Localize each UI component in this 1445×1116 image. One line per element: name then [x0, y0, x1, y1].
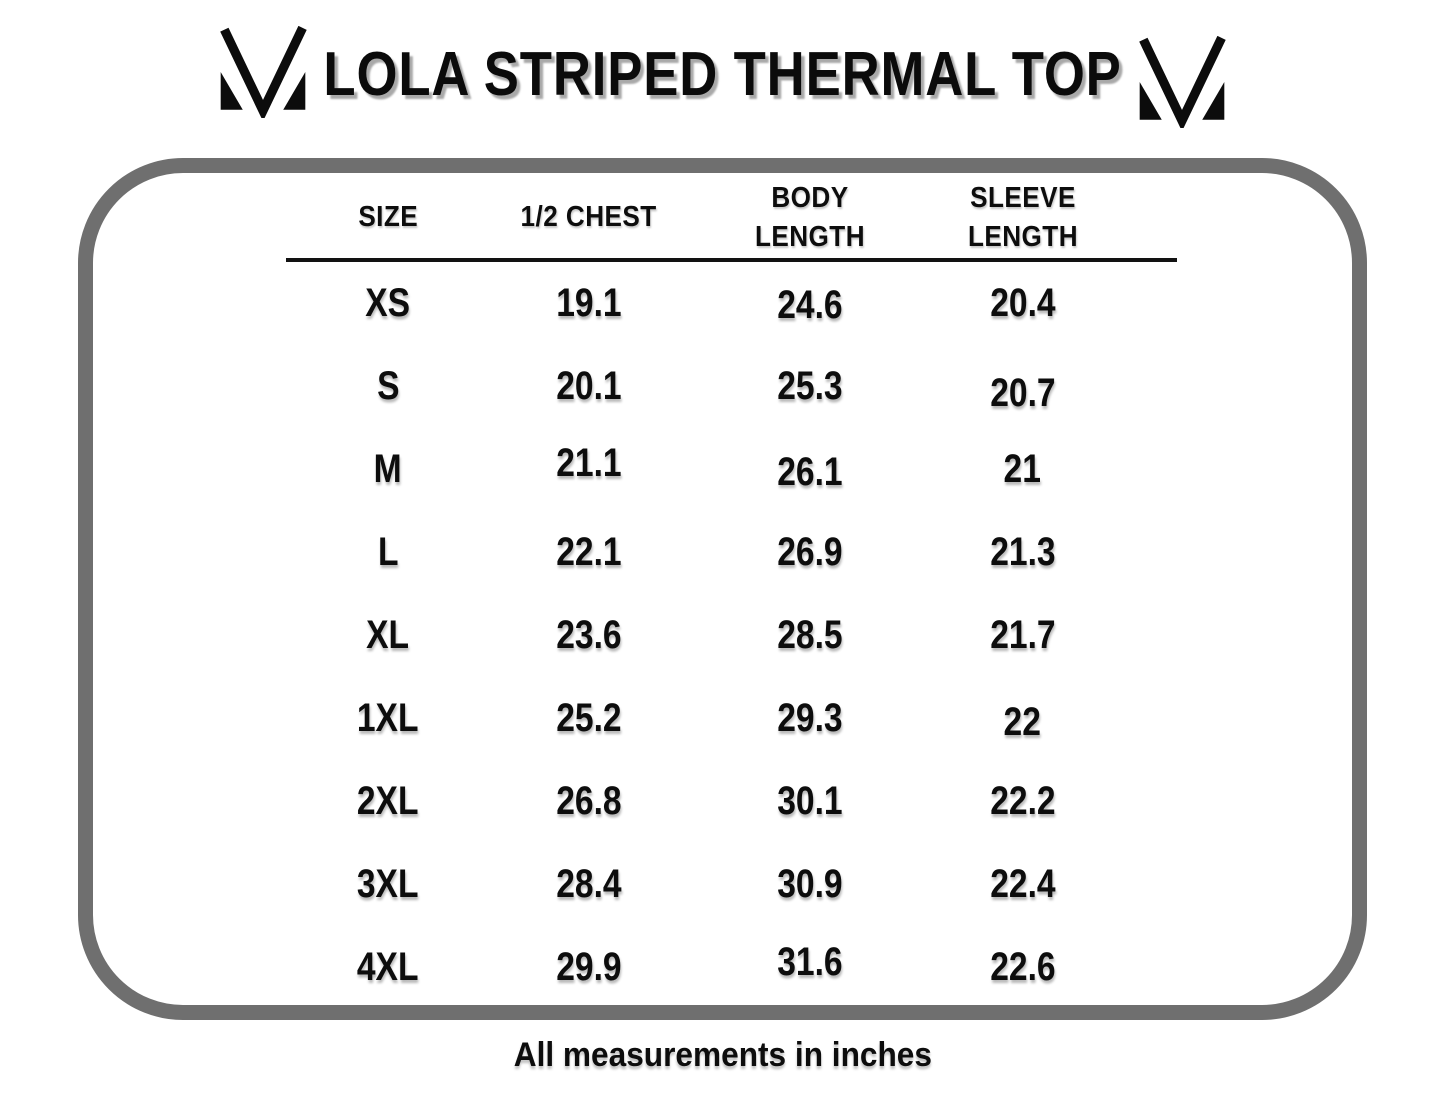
column-header-label: SIZE	[358, 201, 418, 234]
brand-header: LOLA STRIPED THERMAL TOP	[0, 16, 1445, 132]
cell-value: 25.2	[556, 696, 622, 740]
cell-value: M	[373, 447, 402, 491]
table-row-4xl: 4XL 29.9 31.6 22.6	[286, 926, 1177, 1009]
cell-value: 19.1	[556, 281, 622, 325]
cell-value: 1XL	[357, 696, 419, 740]
cell-value: 25.3	[777, 364, 843, 408]
chart-frame-border	[78, 158, 1367, 1020]
half-chest-cell: 19.1	[490, 281, 688, 326]
half-chest-cell: 23.6	[490, 613, 688, 658]
cell-value: S	[376, 364, 400, 408]
page-title: LOLA STRIPED THERMAL TOP	[323, 39, 1122, 109]
body-length-cell: 31.6	[688, 940, 932, 990]
table-row-s: S 20.1 25.3 20.7	[286, 345, 1177, 428]
body-length-cell: 30.1	[688, 779, 932, 824]
half-chest-cell: 22.1	[490, 530, 688, 575]
cell-value: 21	[1003, 447, 1042, 491]
column-header-label: SLEEVE LENGTH	[967, 181, 1078, 253]
sleeve-length-cell: 22	[932, 696, 1177, 744]
column-header-label: BODY LENGTH	[755, 181, 865, 253]
cell-value: XS	[365, 281, 411, 325]
cell-value: 29.3	[777, 696, 843, 740]
sleeve-length-cell: 22.6	[932, 945, 1177, 990]
size-cell: S	[286, 364, 490, 409]
size-cell: 4XL	[286, 945, 490, 990]
column-header-sleeve-length: SLEEVE LENGTH	[932, 179, 1177, 257]
body-length-cell: 25.3	[688, 364, 932, 409]
column-header-size: SIZE	[286, 198, 490, 237]
body-length-cell: 29.3	[688, 696, 932, 741]
cell-value: 20.7	[989, 371, 1056, 415]
table-row-1xl: 1XL 25.2 29.3 22	[286, 677, 1177, 760]
units-note-label: All measurements in inches	[513, 1036, 932, 1074]
half-chest-cell: 25.2	[490, 696, 688, 741]
size-cell: M	[286, 447, 490, 492]
table-body: XS 19.1 24.6 20.4 S 20.1 25.3 20.7 M 21.…	[286, 262, 1177, 1009]
half-chest-cell: 29.9	[490, 945, 688, 990]
cell-value: L	[377, 530, 399, 574]
table-row-l: L 22.1 26.9 21.3	[286, 511, 1177, 594]
half-chest-cell: 21.1	[490, 441, 688, 492]
table-row-m: M 21.1 26.1 21	[286, 428, 1177, 511]
half-chest-cell: 28.4	[490, 862, 688, 907]
cell-value: 20.1	[556, 364, 622, 408]
size-cell: L	[286, 530, 490, 575]
cell-value: 22.2	[989, 779, 1056, 823]
size-cell: XS	[286, 281, 490, 326]
body-length-cell: 26.1	[688, 447, 932, 494]
cell-value: 30.1	[777, 779, 843, 823]
sleeve-length-cell: 21.7	[932, 613, 1177, 658]
cell-value: XL	[366, 613, 410, 657]
cell-value: 28.4	[556, 862, 622, 906]
cell-value: 29.9	[556, 945, 622, 989]
table-header-row: SIZE 1/2 CHEST BODY LENGTH SLEEVE LENGTH	[286, 178, 1177, 262]
half-chest-cell: 20.1	[490, 364, 688, 409]
cell-value: 30.9	[777, 862, 843, 906]
size-cell: 1XL	[286, 696, 490, 741]
cell-value: 26.1	[777, 450, 843, 494]
cell-value: 23.6	[556, 613, 622, 657]
cell-value: 2XL	[357, 779, 419, 823]
body-length-cell: 24.6	[688, 281, 932, 327]
table-row-xl: XL 23.6 28.5 21.7	[286, 594, 1177, 677]
size-table: SIZE 1/2 CHEST BODY LENGTH SLEEVE LENGTH…	[286, 178, 1177, 1009]
cell-value: 4XL	[357, 945, 419, 989]
half-chest-cell: 26.8	[490, 779, 688, 824]
column-header-label: 1/2 CHEST	[520, 201, 658, 234]
cell-value: 3XL	[357, 862, 419, 906]
sleeve-length-cell: 22.2	[932, 779, 1177, 824]
cell-value: 21.1	[556, 441, 622, 485]
cell-value: 22.1	[556, 530, 622, 574]
cell-value: 21.3	[989, 530, 1056, 574]
size-cell: 3XL	[286, 862, 490, 907]
cell-value: 21.7	[989, 613, 1056, 657]
sleeve-length-cell: 21.3	[932, 530, 1177, 575]
m-monogram-logo-icon	[1134, 35, 1230, 132]
cell-value: 22	[1003, 700, 1042, 744]
cell-value: 31.6	[777, 940, 843, 984]
cell-value: 26.9	[777, 530, 843, 574]
size-cell: XL	[286, 613, 490, 658]
body-length-cell: 30.9	[688, 862, 932, 907]
cell-value: 26.8	[556, 779, 622, 823]
size-cell: 2XL	[286, 779, 490, 824]
sleeve-length-cell: 20.4	[932, 281, 1177, 326]
table-row-2xl: 2XL 26.8 30.1 22.2	[286, 760, 1177, 843]
units-note: All measurements in inches	[0, 1036, 1445, 1075]
cell-value: 20.4	[989, 281, 1056, 325]
m-monogram-logo-icon	[215, 25, 311, 122]
sleeve-length-cell: 21	[932, 447, 1177, 492]
column-header-half-chest: 1/2 CHEST	[490, 198, 688, 237]
sleeve-length-cell: 20.7	[932, 364, 1177, 415]
sleeve-length-cell: 22.4	[932, 862, 1177, 907]
cell-value: 28.5	[777, 613, 843, 657]
body-length-cell: 28.5	[688, 613, 932, 658]
cell-value: 22.4	[989, 862, 1056, 906]
table-row-xs: XS 19.1 24.6 20.4	[286, 262, 1177, 345]
cell-value: 22.6	[989, 945, 1056, 989]
body-length-cell: 26.9	[688, 530, 932, 575]
column-header-body-length: BODY LENGTH	[688, 179, 932, 257]
cell-value: 24.6	[777, 283, 843, 327]
table-row-3xl: 3XL 28.4 30.9 22.4	[286, 843, 1177, 926]
